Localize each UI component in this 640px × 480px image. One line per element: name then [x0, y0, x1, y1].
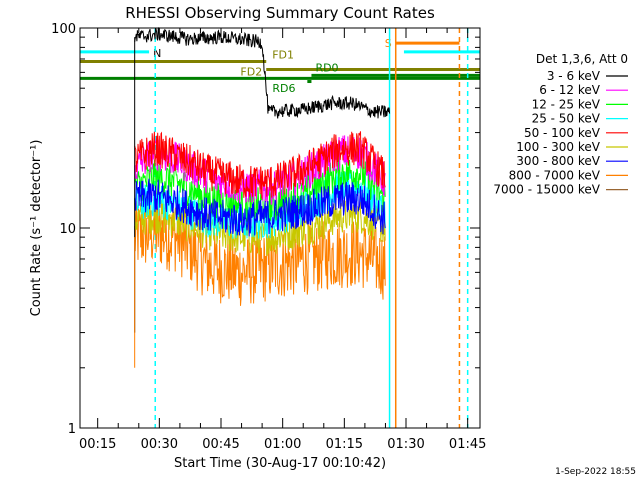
legend-entry-label: 50 - 100 keV: [524, 126, 601, 140]
x-tick-label: 01:30: [387, 437, 424, 452]
x-tick-label: 01:00: [264, 437, 301, 452]
legend-entry-label: 800 - 7000 keV: [509, 168, 601, 182]
x-tick-label: 01:15: [326, 437, 363, 452]
rd-label: RD6: [272, 82, 295, 95]
x-tick-label: 01:45: [449, 437, 486, 452]
saa-label: S: [385, 37, 392, 50]
legend-entry-label: 300 - 800 keV: [516, 154, 600, 168]
observing-annotations: N S FD1 FD2 RD0 RD6: [80, 28, 480, 428]
y-tick-label: 100: [51, 22, 76, 37]
x-tick-label: 00:45: [202, 437, 239, 452]
series-line: [134, 131, 386, 199]
legend-entry-label: 7000 - 15000 keV: [493, 183, 600, 197]
y-tick-label: 10: [59, 222, 76, 237]
series-line: [134, 178, 386, 237]
y-tick-label: 1: [68, 422, 76, 437]
fd-label: FD1: [272, 48, 294, 61]
footer-date: 1-Sep-2022 18:55: [555, 467, 636, 477]
x-axis-label: Start Time (30-Aug-17 00:10:42): [174, 456, 386, 471]
night-label: N: [153, 47, 161, 60]
legend-entry-label: 25 - 50 keV: [532, 112, 601, 126]
legend-header: Det 1,3,6, Att 0: [536, 52, 628, 66]
x-tick-label: 00:30: [141, 437, 178, 452]
x-axis: 00:15 00:30 00:45 01:00 01:15 01:30 01:45: [79, 28, 486, 452]
chart-title: RHESSI Observing Summary Count Rates: [125, 4, 435, 22]
legend-entry-label: 3 - 6 keV: [547, 69, 601, 83]
x-tick-label: 00:15: [79, 437, 116, 452]
series-group: [134, 27, 391, 368]
legend-entry-label: 12 - 25 keV: [532, 97, 601, 111]
fd-label: FD2: [240, 66, 262, 79]
y-axis-label: Count Rate (s⁻¹ detector⁻¹): [29, 140, 44, 317]
legend-entry-label: 100 - 300 keV: [516, 140, 600, 154]
legend-entry-label: 6 - 12 keV: [539, 83, 601, 97]
series-line: [134, 198, 386, 306]
y-axis: 1 10 100: [51, 22, 480, 437]
rd-label: RD0: [315, 61, 338, 74]
series-line: [134, 27, 391, 119]
